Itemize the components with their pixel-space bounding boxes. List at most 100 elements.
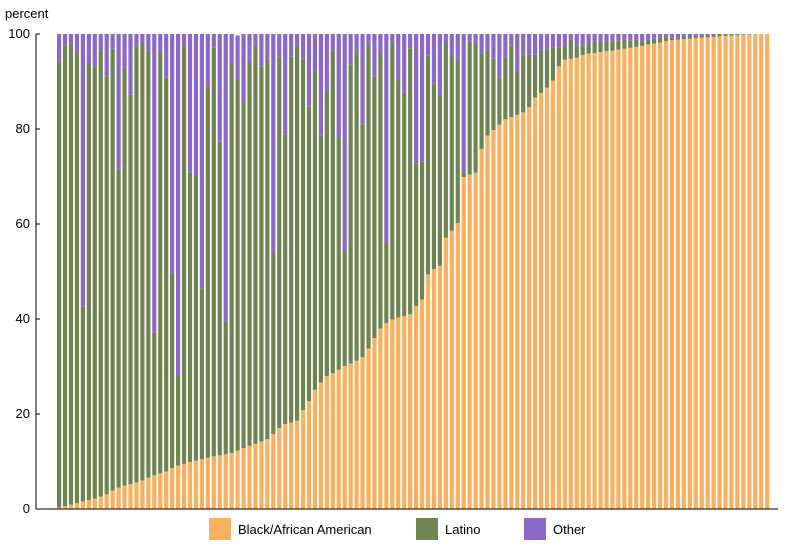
bar-segment-latino <box>217 141 222 456</box>
bar-segment-other <box>164 34 169 78</box>
bar-segment-black-african-american <box>193 460 199 509</box>
bar-segment-other <box>461 34 466 173</box>
bar-segment-other <box>193 34 199 176</box>
bar-segment-latino <box>396 80 401 318</box>
bar-segment-black-african-american <box>521 112 526 510</box>
bar-segment-latino <box>711 34 716 37</box>
bar-segment-black-african-american <box>574 57 579 509</box>
bar-segment-other <box>146 34 151 51</box>
bar-segment-latino <box>729 34 734 36</box>
bar-segment-latino <box>324 91 329 376</box>
bar-segment-latino <box>170 273 175 469</box>
bar-segment-black-african-american <box>753 34 758 509</box>
bar-segment-black-african-american <box>765 34 770 509</box>
bar-segment-other <box>205 34 210 88</box>
bar-segment-latino <box>443 43 448 238</box>
bar-segment-other <box>289 34 294 57</box>
bar-segment-latino <box>283 134 288 424</box>
bar-segment-black-african-american <box>158 473 163 510</box>
bar-segment-other <box>568 34 573 40</box>
bar-segment-black-african-american <box>223 454 228 510</box>
bar-segment-latino <box>271 253 276 434</box>
bar-segment-black-african-american <box>199 459 204 510</box>
bar-segment-other <box>556 34 561 48</box>
bar-segment-black-african-american <box>622 48 627 509</box>
bar-segment-other <box>419 34 425 162</box>
bar-segment-latino <box>253 44 258 444</box>
bar-segment-latino <box>628 40 633 48</box>
bar-segment-latino <box>295 45 300 421</box>
bar-segment-latino <box>604 41 609 52</box>
bar-segment-black-african-american <box>205 457 210 509</box>
bar-segment-latino <box>681 36 686 40</box>
bar-segment-black-african-american <box>717 36 722 510</box>
bar-segment-black-african-american <box>414 306 419 509</box>
bar-segment-latino <box>158 50 163 474</box>
bar-segment-other <box>604 34 609 42</box>
bar-segment-other <box>247 34 252 62</box>
bar-segment-black-african-american <box>646 44 651 509</box>
y-tick-label: 40 <box>16 311 30 326</box>
bar-segment-other <box>300 34 306 59</box>
bar-segment-other <box>187 34 193 173</box>
legend-swatch <box>209 518 231 540</box>
bar-segment-black-african-american <box>527 107 532 510</box>
y-tick-label: 0 <box>23 501 30 516</box>
legend-label: Black/African American <box>238 522 372 537</box>
bar-segment-latino <box>104 76 109 495</box>
bar-segment-other <box>384 34 389 243</box>
bar-segment-black-african-american <box>62 506 68 509</box>
bar-segment-black-african-american <box>217 455 222 509</box>
bar-segment-black-african-american <box>265 439 270 509</box>
bar-segment-latino <box>235 80 240 451</box>
bar-segment-latino <box>485 50 490 136</box>
bar-segment-black-african-american <box>747 34 752 509</box>
bar-segment-other <box>687 34 692 37</box>
bar-segment-latino <box>134 45 139 483</box>
bar-segment-black-african-american <box>425 274 431 509</box>
bar-segment-black-african-american <box>586 53 591 509</box>
bar-segment-black-african-american <box>128 484 133 509</box>
bar-segment-black-african-american <box>396 317 401 509</box>
bar-segment-black-african-american <box>247 445 252 509</box>
bar-segment-black-african-american <box>628 47 633 509</box>
bar-segment-latino <box>68 43 74 505</box>
bar-segment-latino <box>414 163 419 307</box>
bar-segment-latino <box>455 61 460 224</box>
bar-segment-latino <box>687 36 692 39</box>
bar-segment-black-african-american <box>699 37 704 510</box>
bar-segment-other <box>57 34 62 62</box>
bar-segment-other <box>211 34 216 48</box>
bar-segment-latino <box>98 50 103 497</box>
bar-segment-other <box>134 34 139 46</box>
bar-segment-other <box>390 34 395 44</box>
bar-segment-latino <box>146 50 151 478</box>
bar-segment-other <box>467 34 472 42</box>
bar-segment-black-african-american <box>729 35 734 510</box>
bar-segment-other <box>598 34 603 43</box>
bar-segment-black-african-american <box>68 504 74 509</box>
bar-segment-latino <box>473 44 478 173</box>
bar-segment-latino <box>657 37 663 43</box>
bar-segment-black-african-american <box>485 135 490 509</box>
bar-segment-latino <box>336 137 341 370</box>
bar-segment-black-african-american <box>86 499 91 509</box>
bar-segment-black-african-american <box>122 485 127 509</box>
bar-segment-black-african-american <box>467 174 472 509</box>
bar-segment-other <box>342 34 347 253</box>
bar-segment-latino <box>354 52 359 361</box>
bar-segment-other <box>527 34 532 55</box>
bar-segment-other <box>378 34 383 53</box>
bar-segment-black-african-american <box>306 401 312 509</box>
bar-segment-black-african-american <box>741 34 746 509</box>
bar-segment-latino <box>693 35 698 39</box>
bar-segment-black-african-american <box>616 49 621 510</box>
bar-segment-black-african-american <box>473 172 478 509</box>
bar-segment-latino <box>723 34 728 36</box>
bar-segment-latino <box>360 124 365 357</box>
bar-segment-black-african-american <box>384 323 389 509</box>
y-tick-label: 20 <box>16 406 30 421</box>
bar-segment-other <box>348 34 353 65</box>
bar-segment-other <box>562 34 567 46</box>
bar-segment-black-african-american <box>360 357 365 509</box>
